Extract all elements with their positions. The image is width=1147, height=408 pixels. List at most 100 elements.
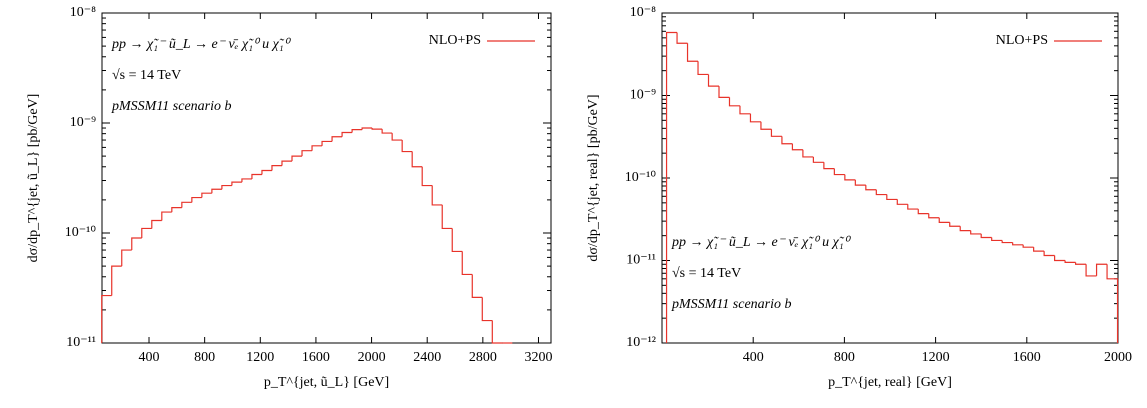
histogram-step [281,160,293,166]
legend-label: NLO+PS [429,33,481,48]
annotation: pMSSM11 scenario b [671,297,792,312]
histogram-step [161,211,172,221]
x-tick-label: 1200 [922,350,950,365]
histogram-step [718,86,730,98]
x-axis-label: p_T^{jet, ũ_L} [GeV] [264,375,389,390]
histogram-step [1054,255,1066,262]
histogram-step [928,213,940,219]
histogram-step [141,227,152,239]
plot-frame [661,12,1119,344]
histogram-step [1095,263,1108,276]
histogram-step [411,151,423,168]
y-tick-label: 10⁻¹⁰ [625,170,657,185]
histogram-step [301,150,313,157]
histogram-step [907,204,919,210]
histogram-step [441,204,453,230]
x-axis-label: p_T^{jet, real} [GeV] [828,375,952,390]
histogram-step [1001,240,1013,244]
histogram-step [980,233,992,239]
histogram-step [959,226,971,232]
histogram-step [171,207,182,213]
histogram-step [991,237,1003,242]
histogram-step [896,199,908,205]
histogram-step [1064,260,1076,263]
y-tick-label: 10⁻⁸ [630,5,656,20]
y-tick-label: 10⁻⁹ [630,88,656,103]
histogram-step [812,156,824,163]
histogram-step [1033,247,1045,252]
histogram-step [844,174,856,181]
histogram-step [1012,242,1024,246]
y-tick-label: 10⁻¹¹ [66,335,96,350]
histogram-step [833,168,845,176]
histogram-step [331,136,343,142]
histogram-step [1074,262,1087,265]
histogram-step [1022,244,1034,248]
histogram-step [491,320,503,344]
histogram-step [676,32,688,44]
histogram-step [371,128,383,130]
x-tick-label: 1600 [302,350,330,365]
histogram-step [321,140,333,146]
x-tick-label: 2800 [469,350,497,365]
histogram-step [221,184,232,190]
histogram-step [241,178,252,183]
histogram-step [391,133,403,141]
histogram-step [111,265,122,296]
histogram-step [431,185,443,206]
annotation: pp → χ̃₁⁻ ũ_L → e⁻ ν̄ₑ χ̃₁⁰ u χ̃₁⁰ [111,37,292,52]
histogram-step [823,162,835,170]
histogram-step [938,217,950,223]
x-tick-label: 1600 [1013,350,1041,365]
histogram-step [1043,251,1055,257]
histogram-step [739,105,751,115]
histogram-step [970,230,982,235]
histogram-step [770,129,782,137]
y-tick-label: 10⁻¹⁰ [65,225,97,240]
x-tick-label: 800 [834,350,855,365]
histogram-step [421,166,433,187]
histogram-step [311,145,323,151]
histogram-step [686,43,699,62]
histogram-step [760,121,772,130]
histogram-step [471,274,483,298]
histogram-step [211,188,222,194]
histogram-step [886,194,898,201]
y-axis-label: dσ/dp_T^{jet, ũ_L} [pb/GeV] [26,94,41,263]
y-tick-label: 10⁻¹² [626,335,656,350]
histogram-step [401,140,413,153]
annotation: pMSSM11 scenario b [111,99,232,114]
histogram-step [351,129,363,133]
histogram-step [917,209,929,215]
histogram-step [151,219,162,229]
legend-label: NLO+PS [996,33,1048,48]
x-tick-label: 2400 [413,350,441,365]
histogram-step [231,181,242,186]
histogram-step [791,143,803,151]
annotation: pp → χ̃₁⁻ ũ_L → e⁻ ν̄ₑ χ̃₁⁰ u χ̃₁⁰ [671,235,852,250]
histogram-step [481,297,493,322]
histogram-step [121,249,132,267]
x-tick-label: 400 [743,350,764,365]
histogram-step [461,251,473,276]
x-tick-label: 400 [139,350,160,365]
histogram-step [451,228,463,253]
x-tick-label: 1200 [246,350,274,365]
x-tick-label: 2000 [358,350,386,365]
histogram-step [1085,264,1097,277]
histogram-step [191,196,202,203]
histogram-step [865,185,877,191]
x-tick-label: 2000 [1104,350,1132,365]
histogram-step [707,74,719,87]
histogram-step [875,189,887,196]
histogram-step [665,31,678,343]
y-tick-label: 10⁻⁸ [70,5,96,20]
histogram-step [697,61,709,76]
histogram-step [381,129,393,134]
histogram-step [131,237,142,251]
histogram-step [291,155,303,162]
histogram-step [271,164,282,171]
x-tick-label: 3200 [524,350,552,365]
histogram-step [728,97,740,107]
